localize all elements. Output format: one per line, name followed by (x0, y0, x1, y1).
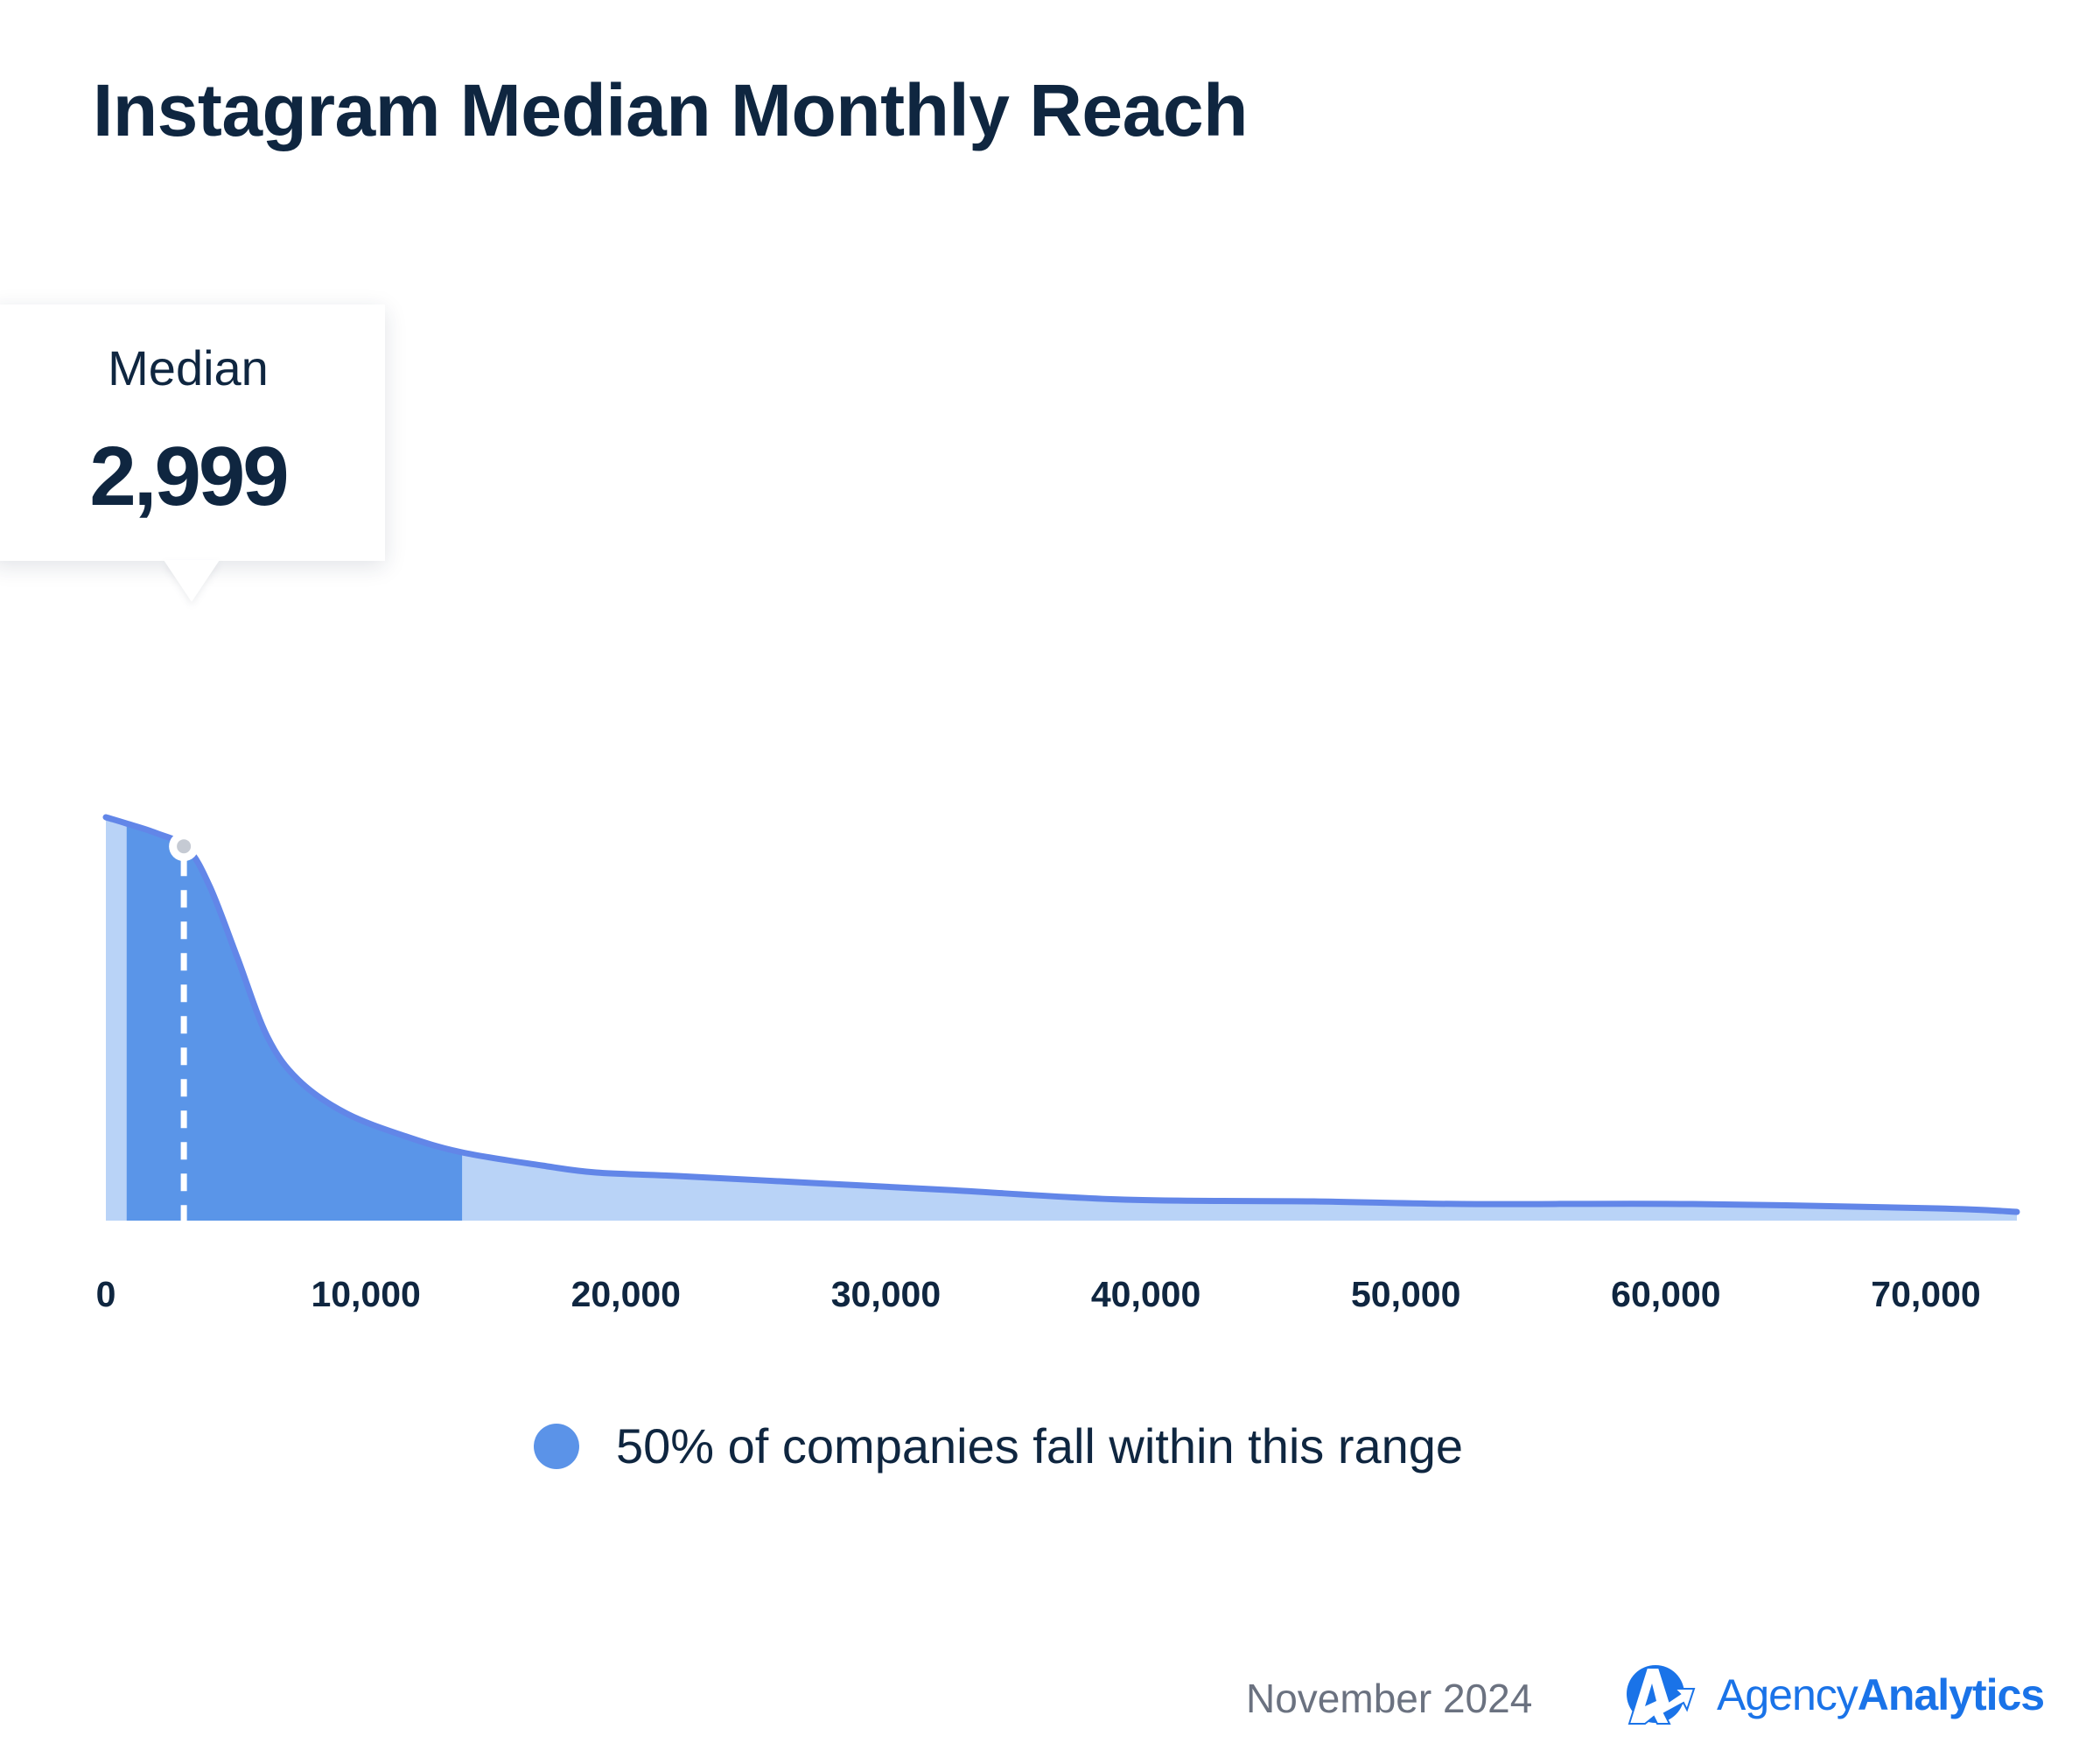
x-tick-label: 10,000 (311, 1274, 420, 1314)
brand-name-light: Agency (1717, 1670, 1858, 1719)
legend-label: 50% of companies fall within this range (616, 1418, 1464, 1474)
x-tick-label: 0 (96, 1274, 116, 1314)
interquartile-range-area (126, 817, 463, 1221)
x-tick-label: 70,000 (1871, 1274, 1980, 1314)
median-point (177, 839, 192, 854)
x-tick-label: 20,000 (571, 1274, 681, 1314)
agencyanalytics-logo-icon (1627, 1665, 1696, 1725)
x-tick-label: 40,000 (1091, 1274, 1200, 1314)
legend: 50% of companies fall within this range (534, 1418, 1463, 1474)
brand-name-bold: Analytics (1857, 1670, 2045, 1719)
x-tick-label: 30,000 (831, 1274, 941, 1314)
median-value: 2,999 (89, 430, 289, 523)
distribution-line (102, 814, 2020, 1215)
tooltip-pointer (164, 560, 220, 602)
x-tick-label: 50,000 (1351, 1274, 1460, 1314)
footer-date: November 2024 (1246, 1676, 1533, 1721)
legend-swatch (534, 1423, 579, 1469)
median-label: Median (108, 340, 269, 396)
median-tooltip: Median 2,999 (0, 304, 385, 561)
x-tick-label: 60,000 (1611, 1274, 1720, 1314)
chart-title: Instagram Median Monthly Reach (93, 69, 1248, 151)
brand-logo: AgencyAnalytics (1626, 1662, 2045, 1727)
